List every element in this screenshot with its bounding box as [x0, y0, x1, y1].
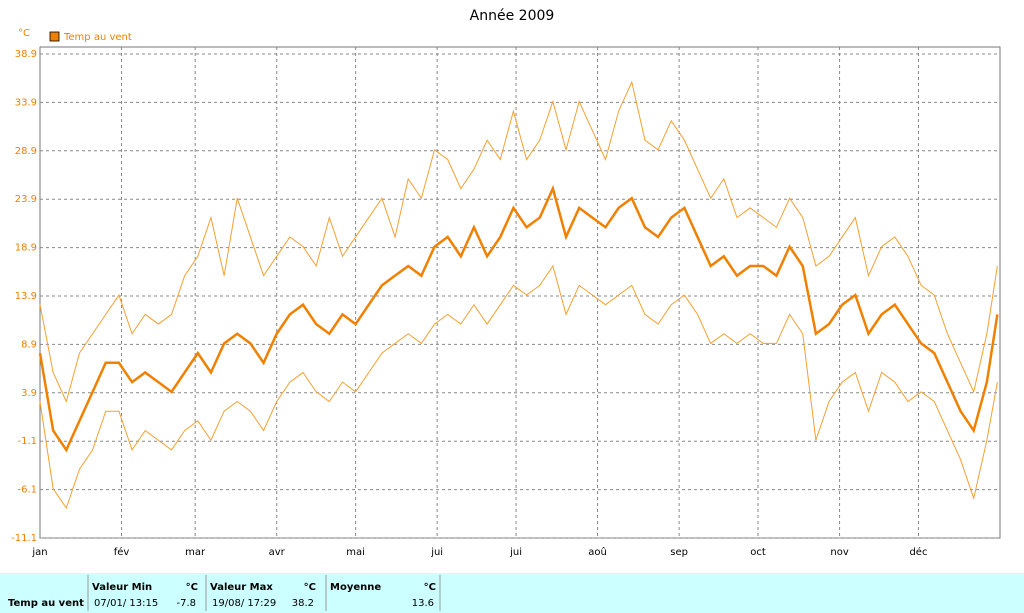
y-tick-label: 18.9 [15, 243, 37, 254]
y-tick-label: 23.9 [15, 194, 37, 205]
y-tick-label: 13.9 [15, 291, 37, 302]
x-tick-label: déc [909, 546, 927, 558]
y-tick-label: 33.9 [15, 97, 37, 108]
series-line [39, 264, 998, 510]
x-tick-label: mar [185, 547, 206, 558]
table-heading: Valeur Max [210, 582, 273, 593]
x-tick-label: fév [114, 546, 130, 558]
x-tick-label: jui [430, 547, 443, 558]
plot-frame [39, 46, 1001, 539]
table-heading: Moyenne [330, 582, 381, 593]
y-tick-label: -1.1 [17, 436, 37, 447]
x-tick-label: nov [830, 547, 848, 558]
y-tick-label: -6.1 [17, 485, 37, 496]
x-tick-label: oct [750, 547, 766, 558]
legend-swatch [49, 31, 60, 42]
x-tick-label: avr [269, 547, 286, 558]
table-value: 13.6 [412, 598, 434, 609]
x-tick-label: sep [670, 547, 688, 558]
table-date: 07/01/ 13:15 [94, 598, 158, 609]
table-bg [0, 573, 1024, 613]
series-line [39, 80, 998, 403]
table-row-header: Temp au vent [8, 598, 84, 609]
y-unit: °C [18, 28, 30, 39]
y-tick-label: 8.9 [21, 339, 37, 350]
x-tick-label: jan [31, 547, 47, 558]
table-unit: °C [424, 582, 436, 593]
table-value: 38.2 [292, 598, 314, 609]
y-tick-label: 3.9 [21, 388, 37, 399]
table-value: -7.8 [176, 598, 196, 609]
y-tick-label: -11.1 [11, 533, 37, 544]
x-tick-label: aoû [588, 546, 607, 558]
legend-label: Temp au vent [63, 32, 132, 43]
series-line [38, 184, 999, 453]
y-tick-label: 28.9 [15, 146, 37, 157]
table-heading: Valeur Min [92, 582, 152, 593]
x-tick-label: jui [509, 547, 522, 558]
x-tick-label: mai [346, 547, 365, 558]
table-date: 19/08/ 17:29 [212, 598, 276, 609]
table-unit: °C [304, 582, 316, 593]
chart-title: Année 2009 [470, 8, 555, 24]
y-tick-label: 38.9 [15, 49, 37, 60]
table-unit: °C [186, 582, 198, 593]
